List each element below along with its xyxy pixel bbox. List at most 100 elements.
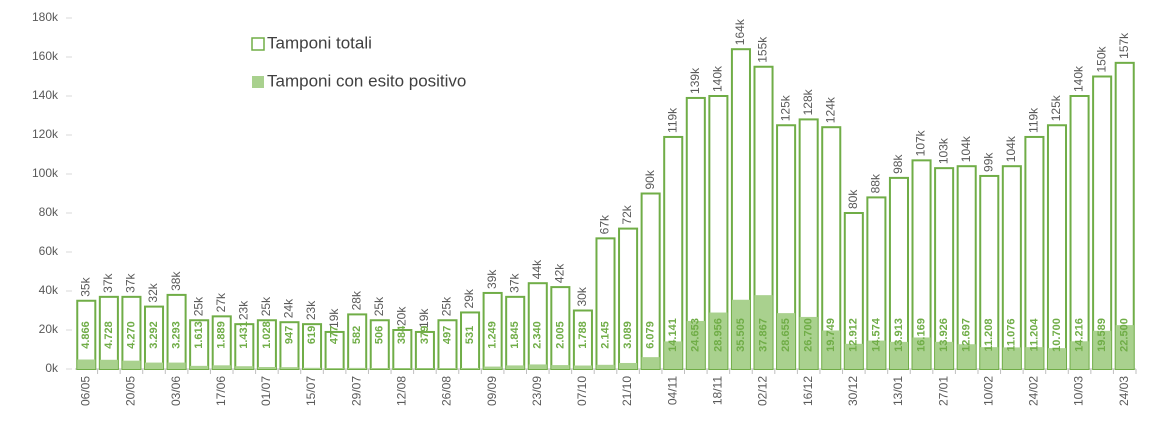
y-tick-label: 180k	[32, 10, 59, 24]
positive-label: 2.340	[532, 321, 544, 349]
positive-bar	[551, 365, 570, 369]
y-tick-label: 120k	[32, 127, 59, 141]
positive-label: 4.728	[103, 321, 115, 349]
total-label: 80k	[846, 189, 860, 209]
positive-label: 11.204	[1028, 318, 1040, 352]
positive-label: 35.505	[735, 318, 747, 352]
x-tick-label: 30/12	[846, 376, 860, 406]
total-label: 119k	[1027, 107, 1041, 133]
legend-swatch	[252, 76, 264, 88]
positive-bar	[1047, 348, 1067, 369]
positive-bar	[461, 367, 480, 369]
total-label: 150k	[1094, 45, 1108, 72]
positive-bar	[709, 312, 728, 369]
positive-bar	[1002, 347, 1021, 369]
total-label: 155k	[756, 36, 770, 63]
x-tick-label: 27/01	[936, 376, 950, 406]
positive-bar	[212, 365, 231, 369]
total-label: 25k	[191, 296, 205, 316]
total-label: 128k	[801, 88, 815, 115]
positive-label: 3.292	[148, 321, 160, 349]
positive-bar	[777, 313, 796, 369]
positive-label: 37.867	[757, 318, 769, 352]
positive-bar	[980, 347, 999, 369]
legend-label: Tamponi con esito positivo	[267, 71, 466, 90]
total-label: 42k	[553, 263, 567, 283]
positive-label: 12.912	[848, 318, 860, 352]
positive-label: 1.028	[261, 321, 273, 349]
y-tick-label: 60k	[39, 244, 59, 258]
positive-bar	[122, 360, 141, 369]
total-label: 25k	[372, 296, 386, 316]
positive-bar	[280, 367, 299, 369]
positive-label: 379	[419, 326, 431, 344]
total-label: 20k	[395, 306, 409, 326]
total-label: 139k	[688, 67, 702, 94]
positive-bar	[867, 340, 886, 369]
total-label: 88k	[869, 173, 883, 193]
total-label: 38k	[169, 271, 183, 291]
total-label: 44k	[530, 259, 544, 279]
y-tick-label: 140k	[32, 88, 59, 102]
positive-label: 582	[351, 326, 363, 344]
total-label: 37k	[124, 273, 138, 293]
positive-bar	[1093, 330, 1112, 369]
total-label: 99k	[981, 152, 995, 172]
positive-bar	[1115, 325, 1134, 369]
total-label: 72k	[620, 204, 634, 224]
positive-label: 14.216	[1073, 318, 1085, 352]
x-tick-label: 07/10	[575, 376, 589, 406]
total-label: 37k	[507, 273, 521, 293]
positive-bar	[844, 343, 863, 369]
total-label: 98k	[891, 154, 905, 174]
x-tick-label: 26/08	[440, 376, 454, 406]
positive-label: 12.697	[961, 318, 973, 352]
positive-bar	[190, 365, 209, 369]
total-label: 157k	[1117, 32, 1131, 59]
total-label: 28k	[349, 290, 363, 310]
total-label: 67k	[598, 214, 612, 234]
positive-label: 24.653	[690, 318, 702, 352]
total-label: 125k	[1049, 94, 1063, 121]
total-label: 19k	[417, 308, 431, 328]
x-tick-label: 24/02	[1027, 376, 1041, 406]
positive-label: 11.208	[983, 318, 995, 351]
positive-bar	[370, 368, 389, 369]
positive-label: 1.613	[193, 321, 205, 349]
x-tick-label: 15/07	[304, 376, 318, 406]
positive-bar	[99, 359, 118, 369]
x-tick-label: 06/05	[78, 376, 92, 406]
total-label: 29k	[462, 288, 476, 308]
positive-label: 497	[441, 326, 453, 344]
positive-label: 1.249	[487, 321, 499, 349]
positive-bar	[799, 316, 818, 369]
x-tick-label: 10/02	[981, 376, 995, 406]
positive-label: 1.788	[577, 321, 589, 349]
positive-label: 947	[283, 326, 295, 344]
positive-label: 19.749	[825, 318, 837, 352]
y-tick-label: 80k	[39, 205, 59, 219]
positive-bar	[167, 362, 186, 369]
x-tick-label: 04/11	[665, 376, 679, 405]
x-tick-label: 29/07	[349, 376, 363, 406]
positive-label: 1.889	[216, 321, 228, 349]
total-label: 119k	[665, 107, 679, 133]
positive-bar	[438, 368, 457, 369]
positive-label: 28.655	[780, 318, 792, 352]
x-tick-label: 01/07	[259, 376, 273, 406]
legend-label: Tamponi totali	[267, 33, 372, 52]
positive-bar	[664, 341, 683, 369]
positive-bar	[235, 366, 254, 369]
positive-bar	[573, 365, 592, 369]
legend-swatch	[251, 37, 265, 51]
positive-bar	[754, 295, 773, 369]
positive-bar	[1025, 347, 1044, 369]
total-label: 35k	[78, 276, 92, 296]
total-label: 140k	[1072, 65, 1086, 92]
x-tick-label: 09/09	[485, 376, 499, 406]
total-label: 140k	[711, 65, 725, 92]
positive-label: 4.866	[80, 321, 92, 349]
positive-label: 3.089	[622, 321, 634, 349]
positive-label: 28.956	[712, 318, 724, 352]
